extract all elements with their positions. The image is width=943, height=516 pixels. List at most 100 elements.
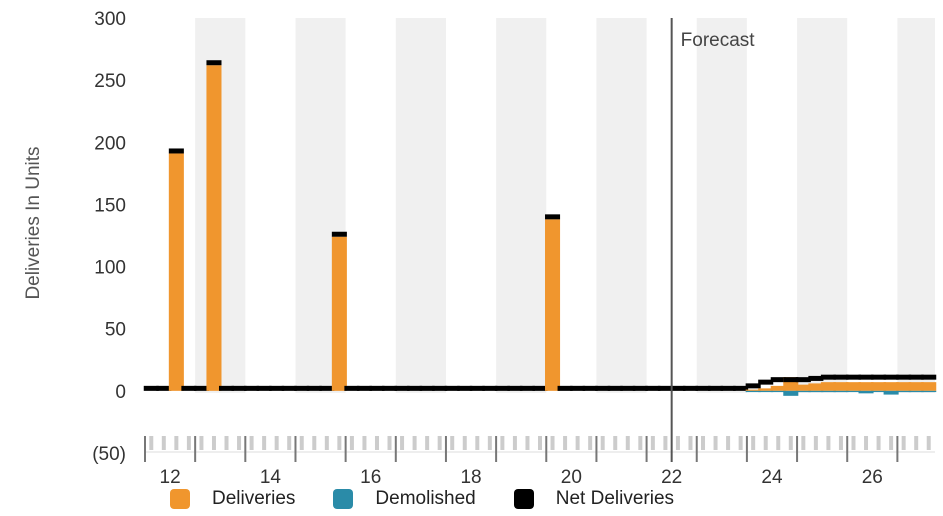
x-tick-label: 26 bbox=[862, 467, 883, 488]
strip-mark bbox=[688, 436, 693, 450]
net-deliveries-bar bbox=[758, 379, 774, 385]
net-deliveries-bar bbox=[557, 385, 573, 391]
y-tick-label: 250 bbox=[94, 71, 126, 92]
deliveries-bar bbox=[795, 384, 811, 391]
net-deliveries-bar bbox=[657, 385, 673, 391]
legend-item-net-deliveries[interactable]: Net Deliveries bbox=[513, 488, 675, 510]
y-tick-label: 50 bbox=[105, 320, 126, 341]
net-deliveries-bar bbox=[783, 377, 799, 383]
strip-mark bbox=[462, 436, 467, 450]
net-deliveries-bar bbox=[632, 385, 648, 391]
strip-mark bbox=[374, 436, 379, 450]
demolished-bar bbox=[921, 390, 937, 393]
deliveries-bar bbox=[168, 153, 184, 391]
net-deliveries-bar bbox=[770, 377, 786, 383]
net-deliveries-bar bbox=[645, 385, 661, 391]
net-deliveries-bar bbox=[156, 385, 172, 391]
net-deliveries-bar bbox=[896, 374, 912, 380]
demolished-bar bbox=[745, 390, 761, 393]
net-deliveries-bar bbox=[808, 375, 824, 381]
x-tick-label: 24 bbox=[761, 467, 783, 488]
deliveries-bar bbox=[845, 382, 862, 391]
legend-item-demolished[interactable]: Demolished bbox=[333, 488, 476, 510]
strip-mark bbox=[274, 436, 279, 450]
deliveries-bar bbox=[206, 65, 222, 391]
alternating-year-bands bbox=[195, 18, 935, 393]
strip-mark bbox=[412, 436, 417, 450]
legend-label-demolished: Demolished bbox=[375, 488, 476, 509]
legend-label-net-deliveries: Net Deliveries bbox=[555, 488, 675, 509]
net-deliveries-bar bbox=[532, 385, 548, 391]
strip-mark bbox=[249, 436, 254, 450]
strip-mark bbox=[851, 436, 856, 450]
deliveries-bar bbox=[833, 382, 849, 391]
net-deliveries-bar bbox=[181, 385, 197, 391]
strip-mark bbox=[337, 436, 342, 450]
y-tick-label: 100 bbox=[94, 258, 126, 279]
deliveries-bar bbox=[921, 382, 937, 391]
legend-swatch-deliveries bbox=[170, 489, 190, 509]
net-deliveries-bar bbox=[469, 385, 485, 391]
strip-mark bbox=[362, 436, 367, 450]
net-deliveries-bar bbox=[582, 385, 598, 391]
net-deliveries-bar bbox=[921, 374, 937, 380]
strip-mark bbox=[788, 436, 793, 450]
net-deliveries-bar bbox=[244, 385, 260, 391]
strip-mark bbox=[751, 436, 756, 450]
x-axis-tick-labels: 12 14 16 18 20 22 24 26 bbox=[160, 467, 883, 488]
strip-mark bbox=[487, 436, 492, 450]
legend-label-deliveries: Deliveries bbox=[212, 488, 296, 509]
net-deliveries-bar bbox=[871, 374, 887, 380]
y-tick-label: (50) bbox=[92, 444, 126, 465]
net-deliveries-bar bbox=[858, 374, 874, 380]
strip-mark bbox=[638, 436, 643, 450]
net-deliveries-bar bbox=[331, 231, 347, 237]
x-tick-label: 20 bbox=[561, 467, 582, 488]
strip-mark bbox=[675, 436, 680, 450]
demolished-bar bbox=[845, 390, 862, 393]
strip-mark bbox=[174, 436, 179, 450]
x-tick-label: 12 bbox=[160, 467, 181, 488]
demolished-bar bbox=[908, 390, 924, 393]
net-deliveries-bar bbox=[595, 385, 611, 391]
y-axis-title: Deliveries In Units bbox=[23, 146, 44, 299]
strip-mark bbox=[801, 436, 806, 450]
net-deliveries-bar bbox=[231, 385, 247, 391]
net-deliveries-bar bbox=[795, 377, 811, 383]
demolished-bar bbox=[896, 390, 912, 393]
net-deliveries-bar bbox=[457, 385, 473, 391]
net-deliveries-bar bbox=[670, 385, 686, 391]
net-deliveries-bar bbox=[281, 385, 297, 391]
net-deliveries-bar bbox=[394, 385, 410, 391]
strip-mark bbox=[437, 436, 442, 450]
demolished-bar bbox=[833, 390, 849, 393]
deliveries-bar bbox=[896, 382, 912, 391]
demolished-bar bbox=[820, 390, 836, 393]
deliveries-bar bbox=[745, 389, 761, 391]
legend-item-deliveries[interactable]: Deliveries bbox=[170, 488, 295, 510]
strip-mark bbox=[199, 436, 204, 450]
net-deliveries-bar bbox=[206, 60, 222, 66]
net-deliveries-bar bbox=[344, 385, 360, 391]
strip-mark bbox=[901, 436, 906, 450]
strip-mark bbox=[149, 436, 154, 450]
strip-mark bbox=[450, 436, 455, 450]
strip-mark bbox=[186, 436, 191, 450]
strip-mark bbox=[400, 436, 405, 450]
strip-mark bbox=[726, 436, 731, 450]
demolished-bar bbox=[758, 390, 774, 393]
net-deliveries-bar bbox=[382, 385, 398, 391]
demolished-bar bbox=[795, 390, 811, 393]
deliveries-bar bbox=[820, 382, 836, 391]
y-tick-label: 0 bbox=[115, 382, 126, 403]
net-deliveries-bar bbox=[482, 385, 498, 391]
x-tick-label: 16 bbox=[360, 467, 381, 488]
net-deliveries-bar bbox=[494, 385, 510, 391]
strip-mark bbox=[575, 436, 580, 450]
deliveries-bar bbox=[808, 383, 824, 391]
net-deliveries-bar bbox=[193, 385, 209, 391]
net-deliveries-bar bbox=[845, 374, 862, 380]
x-tick-label: 22 bbox=[661, 467, 682, 488]
net-deliveries-bar bbox=[545, 214, 561, 220]
net-deliveries-bar bbox=[620, 385, 636, 391]
